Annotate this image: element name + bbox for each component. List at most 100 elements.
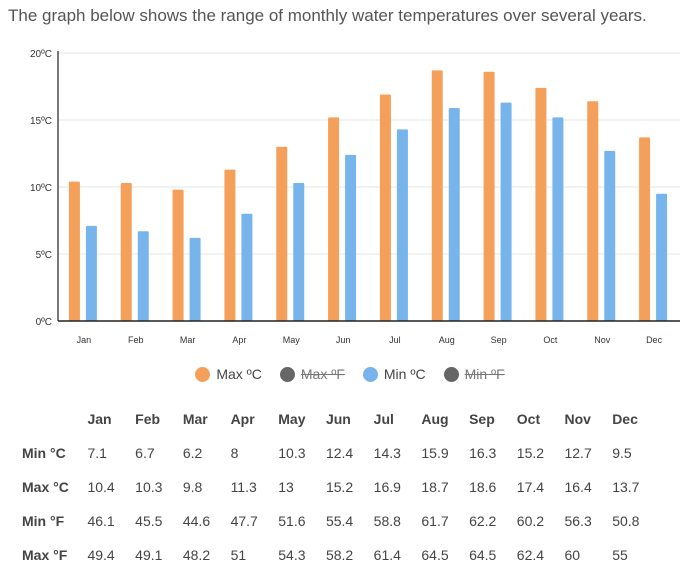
x-tick-label: Nov bbox=[594, 335, 611, 345]
table-column-header: Jan bbox=[87, 411, 112, 427]
bar-max-c-may[interactable] bbox=[276, 146, 288, 321]
table-cell: 61.7 bbox=[421, 513, 449, 529]
table-cell: 48.2 bbox=[182, 547, 211, 563]
bar-max-c-feb[interactable] bbox=[120, 182, 132, 321]
legend-item[interactable]: Max ºC bbox=[195, 366, 262, 382]
table-cell: 58.8 bbox=[373, 513, 401, 529]
bar-max-c-sep[interactable] bbox=[483, 71, 495, 321]
bar-min-c-sep[interactable] bbox=[500, 102, 512, 321]
table-cell: 58.2 bbox=[325, 547, 354, 563]
table-cell: 60 bbox=[564, 547, 581, 563]
bar-min-c-aug[interactable] bbox=[448, 107, 460, 321]
legend-swatch bbox=[279, 366, 295, 382]
table-cell: 10.4 bbox=[87, 479, 115, 495]
legend-item[interactable]: Max ºF bbox=[279, 366, 345, 382]
table-cell: 7.1 bbox=[87, 445, 107, 461]
table-cell: 55 bbox=[612, 547, 628, 563]
bar-max-c-mar[interactable] bbox=[172, 189, 184, 321]
bar-max-c-jun[interactable] bbox=[328, 117, 340, 321]
temperature-chart: 0ºC 5ºC 10ºC 15ºC 20ºC Jan Feb Mar Apr May Jun Jul… bbox=[30, 49, 680, 345]
legend-label: Max ºC bbox=[216, 366, 262, 382]
table-cell: 45.5 bbox=[135, 513, 163, 529]
legend-swatch bbox=[443, 366, 459, 382]
table-cell: 62.4 bbox=[516, 547, 545, 563]
bar-max-c-aug[interactable] bbox=[431, 70, 443, 321]
bar-min-c-feb[interactable] bbox=[137, 231, 149, 321]
table-cell: 61.4 bbox=[373, 547, 401, 563]
bar-max-c-jan[interactable] bbox=[68, 181, 80, 321]
table-cell: 18.7 bbox=[421, 479, 449, 495]
table-row: Min °F 46.1 45.5 44.6 47.7 51.6 55.4 58.8 61.7 62… bbox=[10, 504, 660, 538]
table-cell: 64.5 bbox=[421, 547, 449, 563]
bar-max-c-oct[interactable] bbox=[535, 87, 547, 321]
table-cell: 15.2 bbox=[516, 445, 545, 461]
table-column-header: Sep bbox=[469, 411, 495, 427]
table-cell: 54.3 bbox=[278, 547, 306, 563]
y-tick-label: 5ºC bbox=[36, 250, 52, 261]
table-cell: 13.7 bbox=[612, 479, 640, 495]
table-cell: 15.2 bbox=[325, 479, 354, 495]
table-cell: 11.3 bbox=[230, 479, 257, 495]
bar-max-c-dec[interactable] bbox=[639, 137, 651, 321]
table-row: Max °F 49.4 49.1 48.2 51 54.3 58.2 61.4 64.5 64.5… bbox=[10, 538, 660, 572]
table-cell: 17.4 bbox=[516, 479, 545, 495]
intro-text: The graph below shows the range of month… bbox=[8, 6, 647, 25]
bar-min-c-oct[interactable] bbox=[552, 117, 564, 321]
table-cell: 16.9 bbox=[373, 479, 401, 495]
bar-min-c-nov[interactable] bbox=[604, 150, 616, 321]
table-row: Max °C 10.4 10.3 9.8 11.3 13 15.2 16.9 18.7 18.6 1… bbox=[10, 470, 660, 504]
bar-max-c-jul[interactable] bbox=[379, 94, 391, 321]
table-cell: 46.1 bbox=[87, 513, 115, 529]
table-cell: 9.5 bbox=[612, 445, 632, 461]
table-cell: 64.5 bbox=[469, 547, 497, 563]
x-tick-label: Apr bbox=[232, 335, 246, 345]
table-cell: 16.3 bbox=[469, 445, 497, 461]
chart-grid bbox=[58, 52, 680, 255]
table-column-header: Aug bbox=[421, 411, 449, 427]
x-tick-label: Feb bbox=[128, 335, 144, 345]
temperature-table: Jan Feb Mar Apr May Jun Jul Aug Sep Oct Nov Dec Min… bbox=[10, 402, 660, 572]
legend-swatch bbox=[362, 366, 378, 382]
bar-min-c-may[interactable] bbox=[293, 182, 305, 321]
bar-min-c-jan[interactable] bbox=[85, 225, 97, 321]
table-row-label: Max °F bbox=[22, 547, 68, 563]
table-cell: 6.7 bbox=[135, 445, 155, 461]
x-tick-label: Sep bbox=[491, 335, 507, 345]
x-tick-label: Jun bbox=[336, 335, 351, 345]
bar-max-c-apr[interactable] bbox=[224, 169, 236, 321]
bar-min-c-jun[interactable] bbox=[345, 154, 357, 321]
bar-min-c-apr[interactable] bbox=[241, 213, 253, 321]
x-tick-label: Jan bbox=[77, 335, 92, 345]
x-tick-label: May bbox=[283, 335, 301, 345]
table-cell: 51.6 bbox=[278, 513, 306, 529]
bar-min-c-mar[interactable] bbox=[189, 237, 201, 321]
x-axis: Jan Feb Mar Apr May Jun Jul Aug Sep Oct Nov Dec bbox=[58, 320, 680, 345]
table-cell: 62.2 bbox=[469, 513, 497, 529]
y-tick-label: 10ºC bbox=[30, 183, 52, 194]
y-axis: 0ºC 5ºC 10ºC 15ºC 20ºC bbox=[30, 49, 59, 328]
bar-max-c-nov[interactable] bbox=[587, 101, 599, 322]
legend-item[interactable]: Min ºC bbox=[362, 366, 426, 382]
legend-label: Max ºF bbox=[300, 366, 345, 382]
bar-min-c-jul[interactable] bbox=[396, 129, 408, 321]
table-column-header: May bbox=[278, 411, 306, 427]
y-tick-label: 15ºC bbox=[30, 116, 52, 127]
table-cell: 56.3 bbox=[564, 513, 592, 529]
legend-item[interactable]: Min ºF bbox=[443, 366, 505, 382]
table-cell: 10.3 bbox=[278, 445, 306, 461]
table-column-header: Feb bbox=[135, 411, 161, 427]
bar-min-c-dec[interactable] bbox=[656, 193, 668, 321]
table-row-label: Min °F bbox=[22, 513, 65, 529]
table-column-header: Mar bbox=[182, 411, 208, 427]
x-tick-label: Oct bbox=[543, 335, 558, 345]
table-cell: 49.4 bbox=[87, 547, 115, 563]
table-cell: 14.3 bbox=[373, 445, 401, 461]
table-cell: 6.2 bbox=[182, 445, 203, 461]
table-cell: 44.6 bbox=[182, 513, 211, 529]
legend-swatch bbox=[195, 366, 211, 382]
table-cell: 47.7 bbox=[230, 513, 258, 529]
x-tick-label: Aug bbox=[439, 335, 455, 345]
y-tick-label: 20ºC bbox=[30, 49, 52, 60]
table-row: Min °C 7.1 6.7 6.2 8 10.3 12.4 14.3 15.9 16.3 15.2… bbox=[10, 436, 660, 470]
table-row-label: Max °C bbox=[22, 479, 69, 495]
